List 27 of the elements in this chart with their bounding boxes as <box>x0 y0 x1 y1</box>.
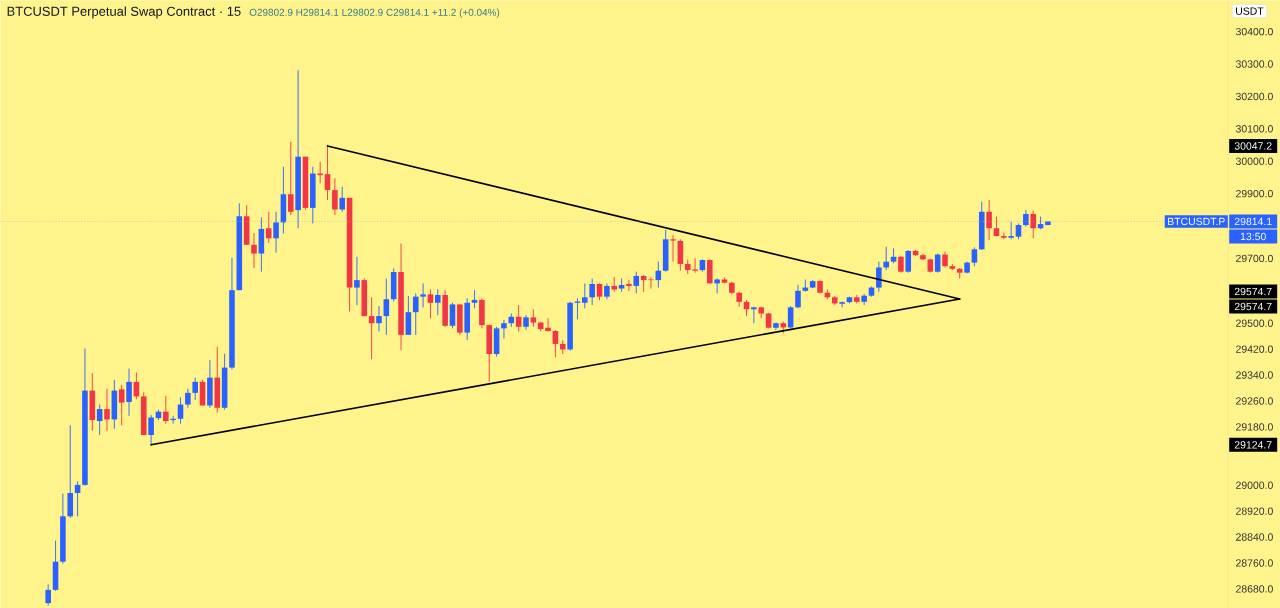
y-tick-label: 29500.0 <box>1236 319 1273 327</box>
text: 29574.7 <box>1234 287 1272 296</box>
y-tick-label: 30200.0 <box>1235 92 1273 101</box>
ref-line-label: BTCUSDT.P <box>1168 217 1225 226</box>
y-tick-label: 29000.0 <box>1236 481 1273 489</box>
y-tick-label: 29900.0 <box>1236 189 1273 198</box>
y-tick-label: 30300.0 <box>1235 60 1273 68</box>
y-axis-title: USDT <box>1236 7 1264 15</box>
y-tick-label: 30000.0 <box>1235 157 1273 165</box>
y-tick-label: 29420.0 <box>1236 345 1273 353</box>
text: 13:50 <box>1240 232 1266 241</box>
y-tick-label: 29340.0 <box>1236 371 1273 379</box>
text: O29802.9 H29814.1 L29802.9 C29814.1 +11.2 (+0.04%) <box>249 8 500 18</box>
y-tick-label: 30100.0 <box>1235 125 1273 133</box>
y-tick-label: 29700.0 <box>1236 254 1273 263</box>
y-tick-label: 29180.0 <box>1236 423 1273 431</box>
y-tick-label: 28920.0 <box>1236 507 1273 515</box>
y-tick-label: 28680.0 <box>1236 585 1273 593</box>
y-tick-label: 30400.0 <box>1235 27 1273 36</box>
text: 29574.7 <box>1234 302 1272 311</box>
y-tick-label: 28840.0 <box>1236 533 1273 541</box>
text: 29814.1 <box>1234 217 1272 226</box>
text: 29124.7 <box>1234 441 1272 449</box>
chart-title: BTCUSDT Perpetual Swap Contract · 15 <box>7 6 241 19</box>
text: 30047.2 <box>1234 142 1272 150</box>
y-tick-label: 29260.0 <box>1236 397 1273 405</box>
y-tick-label: 28760.0 <box>1236 559 1273 567</box>
